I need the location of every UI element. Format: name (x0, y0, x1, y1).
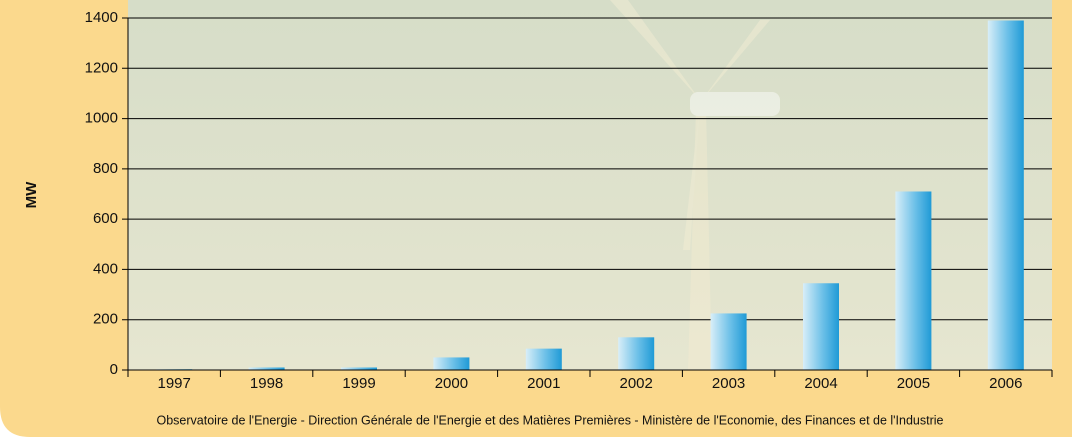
bar (341, 367, 377, 370)
bar (987, 20, 1024, 371)
y-tick-label: 1200 (85, 59, 118, 76)
x-tick-label: 2000 (435, 375, 468, 392)
bar (618, 337, 655, 370)
y-tick-label: 1000 (85, 110, 118, 127)
x-tick-label: 1997 (158, 375, 191, 392)
x-tick-label: 2004 (804, 375, 837, 392)
y-tick-label: 1400 (85, 9, 118, 26)
y-tick-label: 600 (93, 210, 118, 227)
bar (895, 191, 932, 370)
y-axis-label: MW (23, 181, 40, 208)
bar (710, 313, 747, 370)
x-tick-label: 1998 (250, 375, 283, 392)
x-tick-label: 2002 (620, 375, 653, 392)
x-tick-label: 2005 (897, 375, 930, 392)
bar (433, 357, 470, 370)
y-tick-label: 200 (93, 311, 118, 328)
x-tick-label: 2001 (527, 375, 560, 392)
x-tick-label: 2003 (712, 375, 745, 392)
bar (248, 367, 285, 370)
bar (803, 283, 839, 370)
turbine-decoration (610, 0, 780, 370)
y-tick-label: 400 (93, 260, 118, 277)
bar (525, 348, 562, 370)
x-tick-label: 1999 (342, 375, 375, 392)
y-tick-label: 800 (93, 160, 118, 177)
source-note: Observatoire de l'Energie - Direction Gé… (157, 413, 944, 427)
x-tick-label: 2006 (989, 375, 1022, 392)
y-tick-label: 0 (110, 361, 118, 378)
